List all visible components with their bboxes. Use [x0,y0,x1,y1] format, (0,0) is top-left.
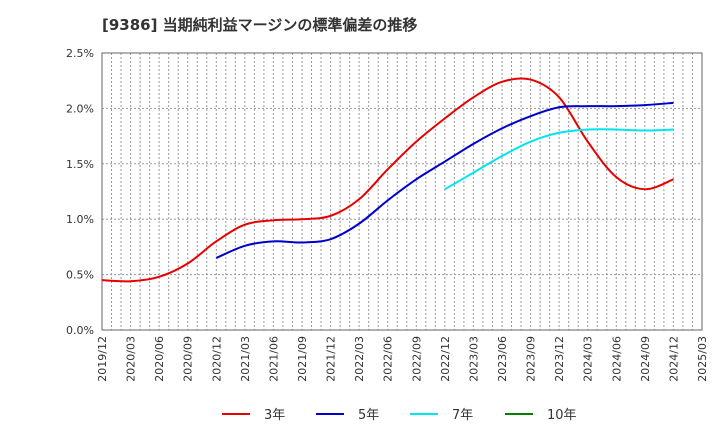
legend-label-1: 5年 [358,408,379,423]
series-line-1 [215,101,674,259]
x-tick-label: 2024/09 [639,336,652,382]
y-tick-labels: 0.0% 0.5% 1.0% 1.5% 2.0% 2.5% [66,47,94,337]
x-tick-label: 2023/03 [467,336,480,382]
axes [101,52,703,331]
x-tick-label: 2020/06 [153,336,166,382]
plot-border [101,52,703,331]
series-line-0 [101,77,674,283]
y-tick-label: 0.0% [66,324,94,337]
x-tick-label: 2024/03 [582,336,595,382]
y-tick-label: 1.0% [66,213,94,226]
x-tick-label: 2023/06 [496,336,509,382]
x-tick-label: 2019/12 [96,336,109,382]
x-tick-label: 2025/03 [696,336,709,382]
series-line-2 [444,128,674,191]
legend: 3年 5年 7年 10年 [222,408,577,423]
x-tick-label: 2022/12 [439,336,452,382]
x-tick-label: 2020/12 [210,336,223,382]
x-tick-label: 2024/12 [667,336,680,382]
x-tick-label: 2022/06 [382,336,395,382]
legend-label-0: 3年 [264,408,285,423]
y-tick-label: 2.5% [66,47,94,60]
x-tick-label: 2023/12 [553,336,566,382]
legend-label-3: 10年 [547,408,577,423]
x-tick-label: 2023/09 [525,336,538,382]
x-tick-labels: 2019/12 2020/03 2020/06 2020/09 2020/12 2021/… [96,336,709,382]
x-tick-label: 2020/03 [125,336,138,382]
x-tick-label: 2022/09 [410,336,423,382]
x-tick-label: 2024/06 [610,336,623,382]
y-tick-label: 2.0% [66,102,94,115]
x-tick-label: 2020/09 [182,336,195,382]
series-lines [101,77,674,283]
x-tick-label: 2021/03 [239,336,252,382]
x-tick-label: 2022/03 [353,336,366,382]
x-tick-label: 2021/12 [325,336,338,382]
x-tick-label: 2021/06 [267,336,280,382]
x-tick-label: 2021/09 [296,336,309,382]
y-tick-label: 1.5% [66,158,94,171]
legend-label-2: 7年 [452,408,473,423]
y-tick-label: 0.5% [66,269,94,282]
grid-lines [101,52,703,331]
chart-title: [9386] 当期純利益マージンの標準偏差の推移 [102,16,418,34]
